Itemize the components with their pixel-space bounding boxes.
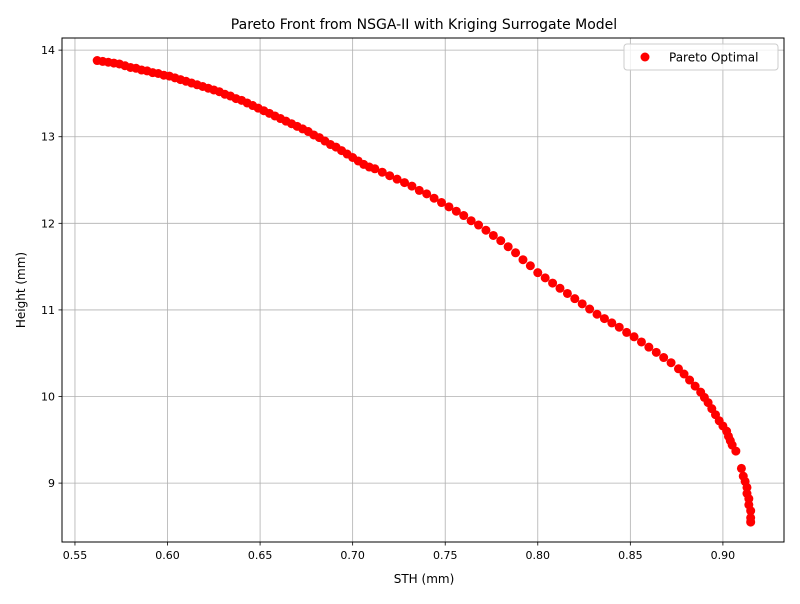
y-tick-label: 12 [41, 217, 55, 230]
data-point [533, 268, 543, 278]
data-point [585, 304, 595, 314]
data-point [399, 178, 409, 188]
data-point [444, 202, 454, 212]
data-point [525, 261, 535, 271]
x-tick-label: 0.75 [433, 549, 458, 562]
data-point [659, 353, 669, 363]
data-point [570, 294, 580, 304]
data-point [474, 220, 484, 230]
plot-frame [61, 37, 785, 543]
legend-box [623, 43, 779, 71]
data-point [540, 273, 550, 283]
x-tick-label: 0.90 [711, 549, 736, 562]
data-point [577, 299, 587, 309]
data-point [503, 242, 513, 252]
chart-title: Pareto Front from NSGA-II with Kriging S… [231, 17, 617, 33]
data-point [392, 174, 402, 184]
data-point [685, 375, 695, 385]
data-point [414, 185, 424, 195]
y-tick-label: 10 [41, 391, 55, 404]
data-point [370, 164, 380, 174]
data-point [690, 381, 700, 391]
data-point [385, 171, 395, 181]
data-point [466, 216, 476, 226]
data-point [459, 211, 469, 221]
y-tick-label: 11 [41, 304, 55, 317]
x-ticks: 0.55 0.60 0.65 0.70 0.75 0.80 0.85 0.90 [63, 542, 735, 562]
x-tick-label: 0.80 [526, 549, 551, 562]
data-point [437, 198, 447, 208]
data-point [679, 369, 689, 379]
data-point [614, 322, 624, 332]
x-tick-label: 0.55 [63, 549, 88, 562]
data-point [666, 358, 676, 368]
x-axis-label: STH (mm) [394, 572, 455, 586]
data-point [562, 288, 572, 298]
data-point [481, 225, 491, 235]
plot-background [62, 38, 784, 542]
data-point [731, 446, 741, 456]
data-point [736, 463, 746, 473]
y-tick-label: 13 [41, 131, 55, 144]
y-ticks: 9 10 11 12 13 14 [41, 44, 62, 490]
x-tick-label: 0.60 [155, 549, 180, 562]
data-point [599, 314, 609, 324]
x-tick-label: 0.70 [340, 549, 365, 562]
data-point [496, 236, 506, 246]
data-point [644, 342, 654, 352]
data-point [607, 318, 617, 328]
data-point [548, 278, 558, 288]
data-point [622, 327, 632, 337]
data-point [629, 332, 639, 342]
data-point [636, 337, 646, 347]
data-point [746, 506, 756, 516]
legend-label: Pareto Optimal [669, 51, 758, 65]
data-point [451, 206, 461, 216]
legend: Pareto Optimal [623, 43, 779, 71]
data-point [422, 189, 432, 199]
data-point [511, 248, 521, 258]
x-tick-label: 0.85 [618, 549, 643, 562]
data-points [92, 56, 756, 527]
data-point [377, 167, 387, 177]
y-axis-label: Height (mm) [14, 252, 28, 328]
data-point [488, 230, 498, 240]
data-point [592, 309, 602, 319]
x-tick-label: 0.65 [248, 549, 273, 562]
data-point [555, 283, 565, 293]
legend-marker [640, 52, 650, 62]
y-tick-label: 14 [41, 44, 55, 57]
data-point [407, 181, 417, 191]
data-point [746, 517, 756, 527]
data-point [429, 193, 439, 203]
data-point [651, 347, 661, 357]
y-tick-label: 9 [48, 477, 55, 490]
data-point [518, 255, 528, 265]
